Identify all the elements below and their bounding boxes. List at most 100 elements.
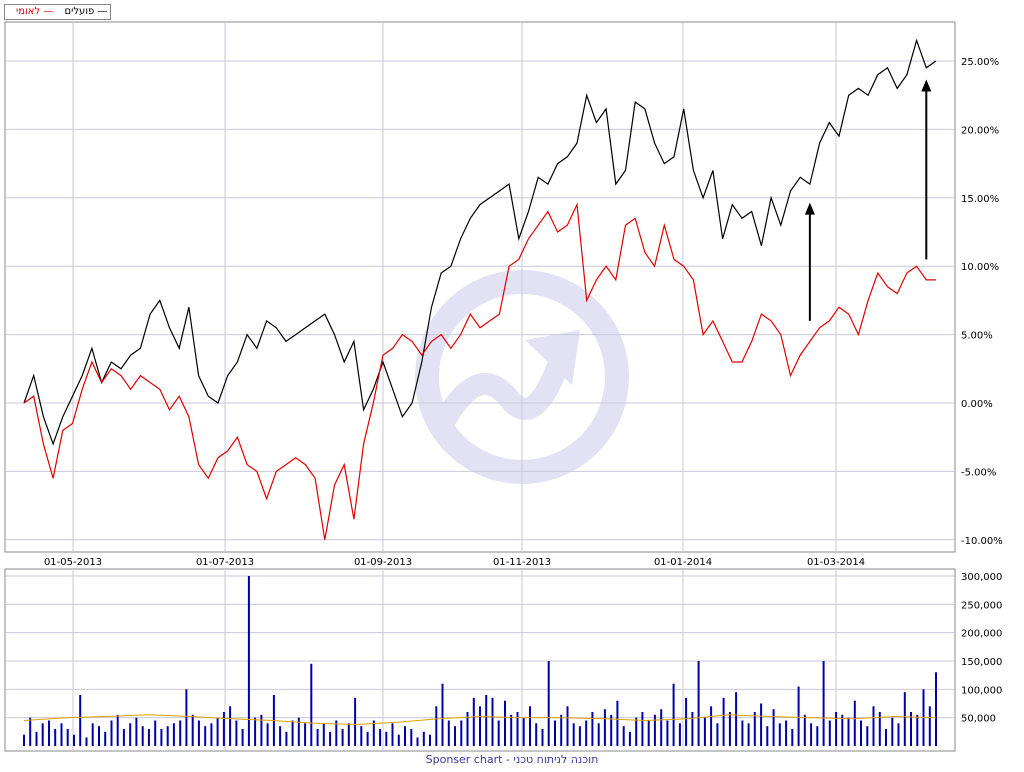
legend-series-a-label: פועלים: [64, 6, 95, 17]
watermark-arrowhead: [525, 330, 580, 385]
annotation-arrow-head: [804, 202, 815, 215]
legend-series-b: — לאומי: [16, 6, 54, 17]
volume-bar: [341, 729, 344, 746]
volume-bar: [229, 706, 232, 746]
volume-bar: [147, 729, 150, 746]
x-tick-label: 01-03-2014: [807, 557, 865, 568]
volume-bar: [54, 729, 57, 746]
volume-bar: [98, 726, 100, 746]
volume-bar: [547, 661, 550, 746]
volume-bar: [104, 731, 107, 746]
volume-bar: [535, 723, 538, 746]
volume-bar: [810, 723, 813, 746]
volume-bar: [216, 717, 219, 746]
price-y-tick-label: 25.00%: [961, 57, 999, 68]
volume-bar: [566, 706, 569, 746]
volume-bar: [460, 720, 463, 746]
volume-bar: [710, 706, 713, 746]
volume-bar: [172, 723, 175, 746]
volume-bar: [491, 697, 494, 746]
volume-bar: [247, 576, 250, 746]
price-y-tick-label: -10.00%: [961, 536, 1003, 547]
volume-bar: [916, 714, 919, 746]
volume-bar: [816, 726, 819, 746]
volume-bar: [454, 726, 456, 746]
volume-bar: [422, 731, 425, 746]
volume-bar: [48, 720, 50, 746]
price-y-tick-label: 15.00%: [961, 194, 999, 205]
volume-bar: [697, 661, 700, 746]
volume-bar: [310, 663, 313, 746]
volume-bar: [129, 723, 132, 746]
volume-bar: [404, 726, 406, 746]
volume-bar: [285, 731, 288, 746]
volume-bar: [135, 717, 138, 746]
volume-bar: [60, 723, 63, 746]
volume-bar: [335, 720, 338, 746]
volume-bar: [485, 695, 488, 746]
volume-bar: [610, 714, 613, 746]
volume-bar: [678, 723, 681, 746]
volume-bar: [835, 712, 838, 746]
volume-bar: [672, 683, 675, 746]
volume-y-tick-label: 250,000: [961, 600, 1002, 611]
volume-bar: [685, 697, 688, 746]
volume-bar: [91, 723, 94, 746]
volume-bar: [479, 706, 481, 746]
volume-bar: [603, 709, 606, 746]
volume-bar: [691, 712, 694, 746]
watermark-swoosh: [434, 349, 571, 431]
volume-bar: [828, 720, 831, 746]
legend: — פועלים — לאומי: [4, 4, 112, 20]
volume-bar: [122, 729, 125, 746]
volume-bar: [85, 737, 88, 746]
volume-bar: [279, 726, 282, 746]
volume-bar: [435, 706, 438, 746]
volume-bar: [391, 723, 394, 746]
volume-bar: [497, 720, 500, 746]
volume-ma-line: [23, 714, 937, 726]
volume-bar: [222, 712, 225, 746]
volume-bar: [554, 720, 556, 746]
volume-bar: [529, 706, 531, 746]
volume-bar: [935, 672, 937, 746]
volume-bar: [197, 720, 200, 746]
legend-series-a: — פועלים: [64, 6, 108, 17]
volume-bar: [510, 714, 513, 746]
x-tick-label: 01-07-2013: [196, 557, 254, 568]
volume-bar: [266, 723, 269, 746]
volume-bar: [866, 726, 869, 746]
volume-bar: [185, 689, 188, 746]
volume-bar: [885, 729, 887, 746]
volume-bar: [578, 726, 581, 746]
volume-bar: [204, 726, 207, 746]
volume-bar: [891, 717, 894, 746]
series-b-line: [23, 202, 936, 540]
volume-bar: [379, 729, 382, 746]
volume-bar: [778, 723, 781, 746]
volume-y-tick-label: 150,000: [961, 657, 1002, 668]
volume-bar: [735, 692, 738, 746]
volume-bar: [66, 729, 69, 746]
volume-bar: [860, 720, 862, 746]
volume-bar: [716, 723, 719, 746]
volume-bar: [79, 695, 82, 746]
volume-bar: [760, 703, 763, 746]
volume-bar: [241, 729, 244, 746]
volume-bar: [154, 720, 157, 746]
volume-bar: [522, 717, 525, 746]
volume-bar: [753, 712, 756, 746]
volume-y-tick-label: 200,000: [961, 629, 1002, 640]
volume-bar: [366, 731, 369, 746]
volume-bar: [316, 729, 319, 746]
volume-bar: [297, 717, 300, 746]
volume-bar: [747, 723, 750, 746]
volume-bar: [660, 709, 663, 746]
volume-bar: [466, 712, 469, 746]
volume-bar: [472, 697, 475, 746]
volume-bar: [254, 717, 257, 746]
volume-bar: [304, 723, 307, 746]
volume-bar: [23, 734, 25, 746]
volume-bar: [628, 731, 631, 746]
